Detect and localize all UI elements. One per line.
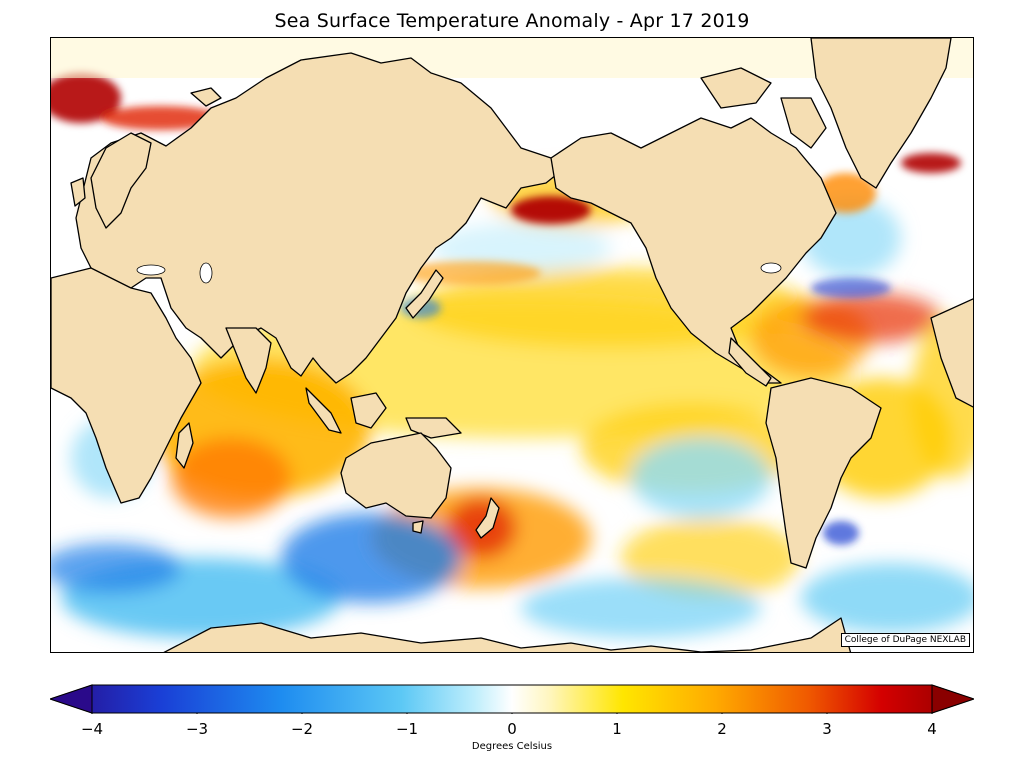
lakes [136, 262, 782, 284]
landmass-africa [51, 267, 202, 504]
colorbar-tick-label: −1 [395, 720, 419, 738]
colorbar-ramp [50, 684, 974, 714]
landmass-tasmania [412, 520, 424, 534]
landmass-antarctica [163, 617, 852, 652]
landmass-iceland [190, 87, 222, 107]
landmass-madagascar [175, 422, 194, 469]
landmass-central-america [728, 337, 772, 387]
landmass-greenland [810, 38, 952, 189]
colorbar-tick-label: −3 [185, 720, 209, 738]
landmass-india [225, 327, 272, 394]
colorbar-low-extension [50, 684, 93, 714]
landmass-eurasia [75, 52, 572, 384]
colorbar-tick-label: 2 [717, 720, 727, 738]
landmass-south-america [765, 377, 882, 569]
colorbar-tick-label: 1 [612, 720, 622, 738]
landmass-uk [70, 177, 86, 207]
colorbar-tick-label: −2 [290, 720, 314, 738]
colorbar-label: Degrees Celsius [471, 741, 553, 752]
landmass-new-zealand [475, 497, 500, 539]
landmass-japan [405, 269, 444, 319]
colorbar [50, 684, 974, 714]
landmass-africa-east-wrap [930, 298, 973, 408]
landmass-scandinavia [90, 132, 152, 229]
landmass-north-america [550, 117, 837, 384]
landmass-arctic-islands [700, 67, 772, 109]
land-masses [51, 38, 973, 652]
credit-label: College of DuPage NEXLAB [840, 633, 970, 647]
colorbar-tick-label: 0 [507, 720, 517, 738]
sst-anomaly-map: College of DuPage NEXLAB [50, 37, 974, 653]
map-title: Sea Surface Temperature Anomaly - Apr 17… [274, 10, 750, 32]
colorbar-tick-label: −4 [80, 720, 104, 738]
colorbar-tick-label: 3 [822, 720, 832, 738]
colorbar-tick-label: 4 [927, 720, 937, 738]
landmass-baffin [780, 97, 827, 149]
landmass-sumatra [305, 387, 342, 434]
landmass-australia [340, 432, 452, 519]
colorbar-high-extension [931, 684, 974, 714]
landmass-borneo [350, 392, 387, 429]
map-canvas [51, 38, 973, 652]
